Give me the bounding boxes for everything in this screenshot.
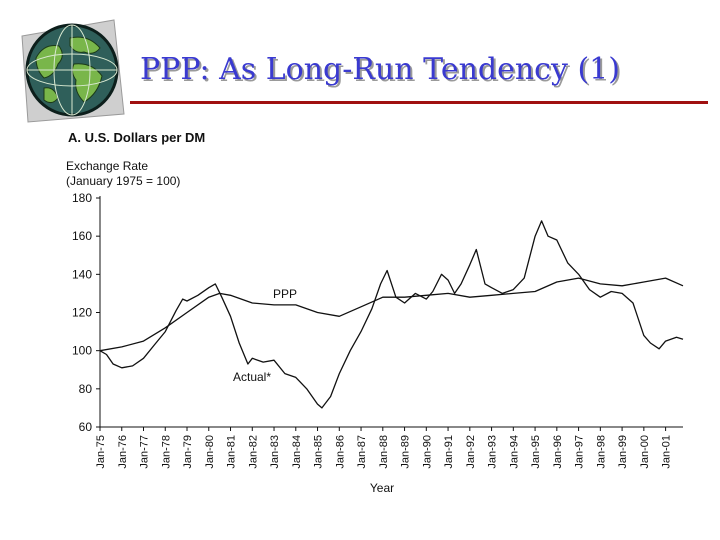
x-tick-label: Jan-85 bbox=[313, 435, 325, 469]
x-tick-label: Jan-00 bbox=[639, 435, 651, 469]
y-tick-label: 60 bbox=[79, 420, 93, 434]
series-label-ppp: PPP bbox=[273, 287, 297, 301]
y-tick-label: 100 bbox=[72, 344, 92, 358]
slide-title: PPP: As Long-Run Tendency (1) bbox=[140, 52, 620, 87]
y-tick-label: 120 bbox=[72, 306, 92, 320]
title-divider bbox=[130, 101, 708, 104]
x-tick-label: Jan-91 bbox=[443, 435, 455, 469]
x-tick-label: Jan-75 bbox=[95, 435, 107, 469]
x-tick-label: Jan-78 bbox=[160, 435, 172, 469]
x-tick-label: Jan-98 bbox=[595, 435, 607, 469]
x-tick-label: Jan-86 bbox=[334, 435, 346, 469]
x-tick-label: Jan-01 bbox=[661, 435, 673, 469]
series-line-ppp bbox=[99, 277, 684, 352]
x-tick-label: Jan-96 bbox=[552, 435, 564, 469]
y-axis-label: Exchange Rate (January 1975 = 100) bbox=[66, 159, 180, 188]
x-tick-label: Jan-94 bbox=[508, 435, 520, 469]
series-label-actual: Actual* bbox=[233, 370, 271, 384]
x-tick-label: Jan-99 bbox=[617, 435, 629, 469]
x-tick-label: Jan-83 bbox=[269, 435, 281, 469]
x-tick-label: Jan-77 bbox=[139, 435, 151, 469]
x-tick-label: Jan-81 bbox=[226, 435, 238, 469]
chart-axes: 60 80 100 120 140 160 180 Jan-75 Jan-76 Jan-77 Jan… bbox=[72, 191, 683, 469]
x-axis-label: Year bbox=[370, 481, 394, 495]
x-tick-label: Jan-88 bbox=[378, 435, 390, 469]
chart-title: A. U.S. Dollars per DM bbox=[68, 130, 205, 145]
y-tick-label: 180 bbox=[72, 191, 92, 205]
y-axis-label-line-1: Exchange Rate bbox=[66, 159, 148, 173]
x-tick-label: Jan-97 bbox=[574, 435, 586, 469]
globe-icon bbox=[14, 18, 126, 131]
x-tick-label: Jan-95 bbox=[530, 435, 542, 469]
x-tick-label: Jan-89 bbox=[400, 435, 412, 469]
y-tick-label: 80 bbox=[79, 382, 93, 396]
x-tick-label: Jan-79 bbox=[182, 435, 194, 469]
y-tick-label: 140 bbox=[72, 267, 92, 281]
series-line-actual bbox=[99, 220, 684, 409]
chart-series: Actual* PPP bbox=[99, 220, 684, 409]
x-tick-label: Jan-80 bbox=[204, 435, 216, 469]
x-tick-label: Jan-90 bbox=[421, 435, 433, 469]
y-tick-label: 160 bbox=[72, 229, 92, 243]
x-tick-label: Jan-76 bbox=[117, 435, 129, 469]
x-tick-label: Jan-92 bbox=[465, 435, 477, 469]
x-tick-label: Jan-87 bbox=[356, 435, 368, 469]
y-axis-label-line-2: (January 1975 = 100) bbox=[66, 174, 180, 188]
x-tick-label: Jan-84 bbox=[291, 435, 303, 469]
x-tick-label: Jan-93 bbox=[487, 435, 499, 469]
x-tick-label: Jan-82 bbox=[247, 435, 259, 469]
